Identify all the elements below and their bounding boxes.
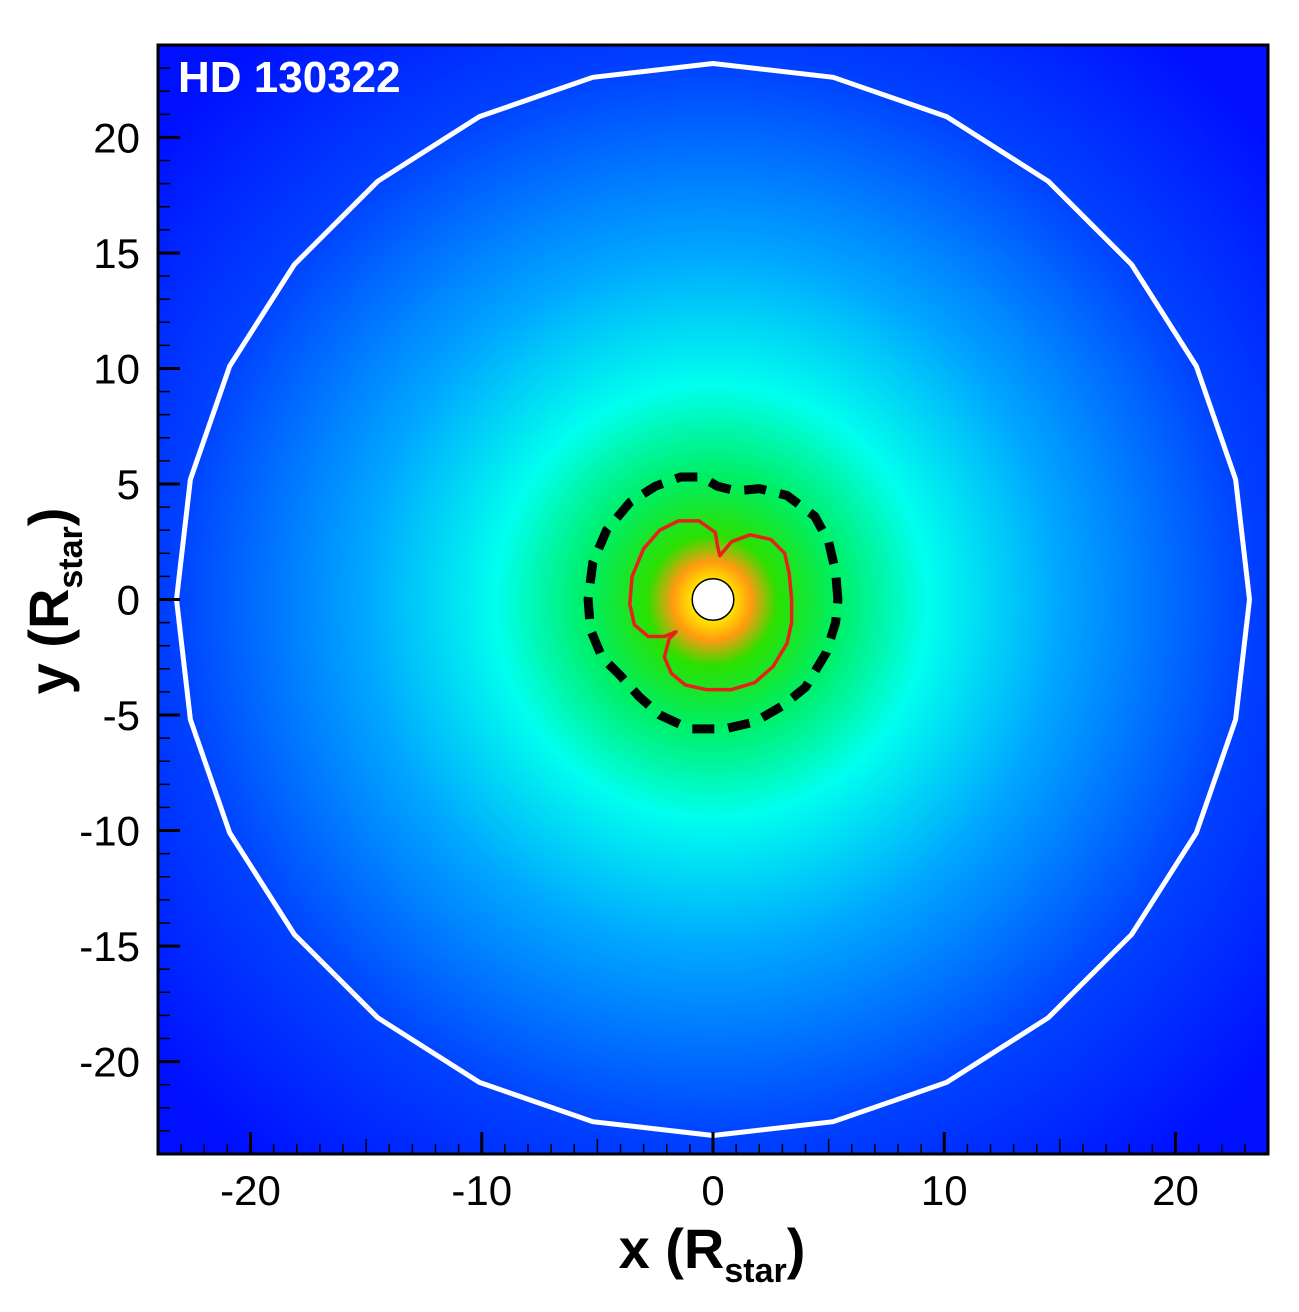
- x-tick-label: -20: [220, 1167, 281, 1214]
- x-tick-label: -10: [451, 1167, 512, 1214]
- x-tick-label: 10: [921, 1167, 968, 1214]
- x-tick-label: 20: [1152, 1167, 1199, 1214]
- x-tick-labels: -20 -10 0 10 20: [220, 1167, 1199, 1214]
- x-axis-title: x (Rstar): [619, 1217, 806, 1290]
- axis-ticks: [157, 44, 1269, 1155]
- y-tick-label: -15: [79, 923, 140, 970]
- y-tick-label: 0: [117, 577, 140, 624]
- contour-red-contour: [628, 519, 794, 692]
- y-tick-labels: -20 -15 -10 -5 0 5 10 15 20: [79, 114, 140, 1085]
- y-tick-label: -10: [79, 808, 140, 855]
- panel-label: HD 130322: [178, 53, 401, 102]
- plot-area: HD 130322: [156, 43, 1270, 1156]
- y-tick-label: -20: [79, 1039, 140, 1086]
- star-disk: [691, 577, 735, 622]
- contour-dashed-surface: [583, 472, 843, 734]
- y-tick-label: 20: [93, 114, 140, 161]
- y-axis-title: y (Rstar): [17, 508, 90, 695]
- y-tick-label: 10: [93, 345, 140, 392]
- y-tick-label: 15: [93, 230, 140, 277]
- y-tick-label: 5: [117, 461, 140, 508]
- x-tick-label: 0: [701, 1167, 724, 1214]
- y-tick-label: -5: [103, 692, 140, 739]
